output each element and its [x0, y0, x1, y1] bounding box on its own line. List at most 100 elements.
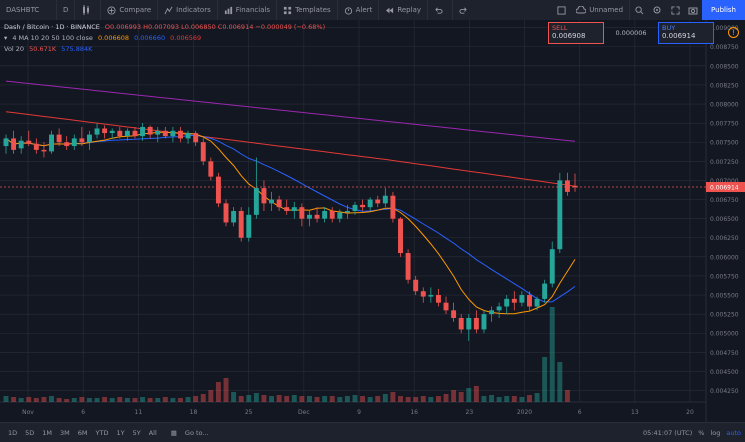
cloud-icon — [576, 6, 587, 14]
last-price-badge — [706, 182, 745, 193]
undo-button[interactable] — [428, 0, 454, 20]
volume-bar — [170, 398, 176, 402]
interval-selector[interactable]: D — [57, 0, 76, 20]
volume-bar — [451, 390, 457, 402]
range-button-ytd[interactable]: YTD — [95, 428, 109, 437]
range-button-all[interactable]: All — [148, 428, 157, 437]
volume-bar — [458, 392, 464, 402]
candle-body — [200, 142, 206, 162]
calendar-icon[interactable]: ▦ — [170, 428, 177, 437]
range-button-3m[interactable]: 3M — [60, 428, 70, 437]
candle-body — [420, 291, 426, 297]
volume-bar — [56, 398, 62, 402]
percent-toggle[interactable]: % — [698, 428, 705, 437]
range-button-1y[interactable]: 1Y — [116, 428, 125, 437]
clock[interactable]: 05:41:07 (UTC) — [643, 428, 693, 437]
fullscreen-button[interactable] — [666, 0, 684, 20]
layout-name-button[interactable]: Unnamed — [570, 0, 631, 20]
redo-button[interactable] — [453, 0, 477, 20]
legend-ohlc: O0.006993 H0.007093 L0.006850 C0.006914 … — [104, 23, 326, 31]
time-tick-label: 23 — [466, 409, 474, 416]
replay-button[interactable]: Replay — [379, 0, 429, 20]
chart-legend: Dash / Bitcoin · 1D · BINANCE O0.006993 … — [4, 22, 328, 55]
settings-button[interactable] — [648, 0, 666, 20]
volume-bar — [337, 397, 343, 402]
volume-bar — [49, 396, 54, 402]
templates-button[interactable]: Templates — [277, 0, 338, 20]
range-button-1d[interactable]: 1D — [8, 428, 18, 437]
volume-bar — [405, 397, 411, 402]
volume-bar — [428, 397, 434, 402]
fx-icon — [164, 6, 173, 14]
volume-bar — [64, 399, 70, 402]
volume-bar — [41, 397, 47, 402]
volume-bar — [413, 397, 419, 402]
sell-button[interactable]: SELL 0.006908 — [548, 22, 604, 44]
chart-type-button[interactable] — [75, 0, 102, 20]
volume-bar — [344, 396, 350, 402]
snapshot-button[interactable] — [684, 0, 702, 20]
volume-bar — [291, 395, 297, 402]
candle-body — [367, 199, 373, 208]
candle-body — [534, 298, 540, 307]
interval-label: D — [63, 6, 69, 14]
legend-title[interactable]: Dash / Bitcoin · 1D · BINANCE — [4, 23, 100, 31]
volume-bar — [496, 397, 502, 402]
candle-body — [375, 199, 381, 204]
candle-body — [94, 128, 100, 135]
buy-button[interactable]: BUY 0.006914 — [658, 22, 714, 44]
range-button-5y[interactable]: 5Y — [132, 428, 141, 437]
candle-body — [18, 140, 24, 149]
volume-bar — [223, 378, 229, 402]
chevron-down-icon[interactable]: ▾ — [4, 34, 8, 42]
toolbar-right: Unnamed Publish — [552, 0, 745, 20]
goto-button[interactable]: Go to... — [184, 428, 209, 437]
range-button-6m[interactable]: 6M — [77, 428, 88, 437]
publish-button[interactable]: Publish — [702, 0, 745, 20]
templates-icon — [283, 6, 292, 14]
compare-button[interactable]: Compare — [101, 0, 159, 20]
log-toggle[interactable]: log — [710, 428, 721, 437]
quick-search-button[interactable] — [630, 0, 648, 20]
price-tick-label: 0.006250 — [710, 235, 739, 242]
info-icon[interactable]: ! — [728, 27, 739, 38]
volume-bar — [299, 396, 305, 402]
symbol-search[interactable]: DASHBTC — [0, 0, 57, 20]
volume-bar — [124, 398, 130, 402]
volume-bar — [193, 396, 199, 402]
range-button-1m[interactable]: 1M — [42, 428, 53, 437]
price-tick-label: 0.008000 — [710, 102, 739, 109]
price-chart[interactable]: 0.009000 0.008750 0.008500 0.008250 0.008000… — [0, 20, 745, 422]
candle-body — [193, 133, 199, 143]
volume-bar — [246, 395, 252, 402]
volume-bar — [3, 396, 9, 402]
legend-ma-row[interactable]: ▾ 4 MA 10 20 50 100 close 0.006608 0.006… — [4, 33, 328, 44]
indicators-label: Indicators — [176, 6, 211, 14]
legend-ma-label: 4 MA 10 20 50 100 close — [12, 34, 93, 42]
candle-body — [147, 126, 153, 135]
buy-price: 0.006914 — [662, 32, 696, 40]
candle-body — [390, 195, 396, 219]
price-tick-label: 0.005750 — [710, 273, 739, 280]
financials-button[interactable]: Financials — [218, 0, 278, 20]
candle-body — [299, 207, 305, 219]
volume-bar — [79, 397, 85, 402]
range-button-5d[interactable]: 5D — [25, 428, 35, 437]
candle-body — [215, 176, 221, 204]
candle-body — [49, 134, 54, 152]
candle-body — [473, 317, 479, 330]
price-tick-label: 0.007500 — [710, 140, 739, 147]
price-tick-label: 0.004500 — [710, 369, 739, 376]
indicators-button[interactable]: Indicators — [158, 0, 218, 20]
volume-bar — [208, 390, 214, 402]
legend-vol-row[interactable]: Vol 20 50.671K 575.884K — [4, 44, 328, 55]
layout-button[interactable] — [552, 0, 570, 20]
candle-body — [246, 214, 252, 238]
volume-bar — [102, 397, 108, 402]
candle-body — [231, 211, 237, 223]
auto-toggle[interactable]: auto — [726, 428, 741, 437]
volume-bar — [360, 396, 366, 402]
alert-button[interactable]: Alert — [338, 0, 380, 20]
replay-icon — [386, 7, 394, 13]
candle-body — [322, 211, 328, 219]
